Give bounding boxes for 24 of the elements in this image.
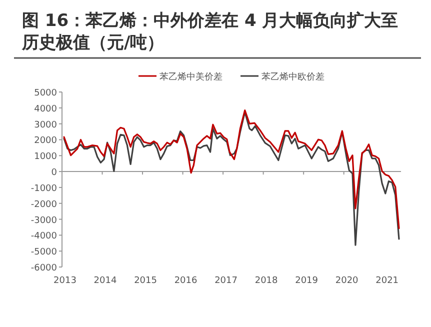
x-tick-label: 2019 — [295, 276, 318, 286]
y-tick-label: 0 — [51, 168, 58, 178]
y-tick-label: 2000 — [34, 136, 58, 146]
y-tick-label: -5000 — [30, 248, 58, 258]
x-tick-label: 2014 — [94, 276, 117, 286]
x-tick-label: 2017 — [214, 276, 238, 286]
y-tick-label: 1000 — [34, 152, 58, 162]
x-tick-label: 2020 — [335, 276, 359, 286]
y-tick-label: 5000 — [34, 88, 58, 98]
y-tick-label: -4000 — [30, 232, 58, 242]
y-tick-label: -6000 — [30, 264, 58, 274]
x-tick-label: 2013 — [54, 276, 76, 286]
legend-label: 苯乙烯中美价差 — [160, 72, 222, 82]
legend-label: 苯乙烯中欧价差 — [262, 72, 324, 82]
chart-title: 图 16：苯乙烯：中外价差在 4 月大幅负向扩大至历史极值（元/吨） — [21, 11, 398, 53]
x-tick-label: 2016 — [174, 276, 198, 286]
x-tick-label: 2018 — [254, 276, 278, 286]
y-tick-label: -2000 — [30, 200, 58, 210]
x-tick-label: 2021 — [376, 276, 399, 286]
y-tick-label: -1000 — [30, 184, 58, 194]
y-tick-label: 3000 — [34, 120, 58, 130]
y-tick-label: -3000 — [30, 216, 58, 226]
y-tick-label: 4000 — [34, 104, 58, 114]
x-tick-label: 2015 — [134, 276, 157, 286]
